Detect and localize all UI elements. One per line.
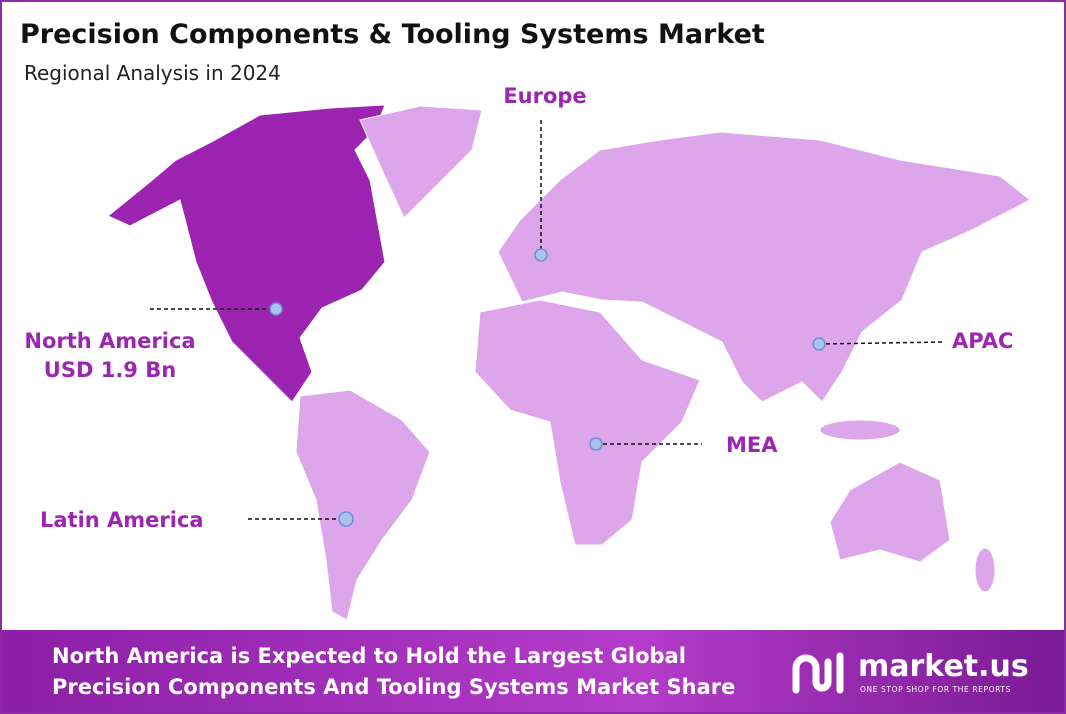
footer-text: Precision Components And Tooling Systems… [52,675,735,699]
footer-band [2,630,1064,712]
islands [819,419,901,441]
new-zealand [974,547,996,593]
marker [269,302,283,316]
marker [338,511,354,527]
leader-line [818,341,946,345]
region-value: USD 1.9 Bn [44,358,176,382]
greenland [359,105,483,219]
australia [829,461,951,563]
region-label: North America [24,329,195,353]
subtitle: Regional Analysis in 2024 [24,61,281,85]
markers [150,120,946,527]
region-label: MEA [726,433,778,457]
world-map [107,104,1031,621]
logo: market.us ONE STOP SHOP FOR THE REPORTS [792,649,1029,694]
region-label: Latin America [40,508,204,532]
region-label: Europe [503,84,586,108]
logo-tagline: ONE STOP SHOP FOR THE REPORTS [860,685,1011,694]
marker [812,337,826,351]
south-america [295,389,431,621]
region-label: APAC [952,329,1013,353]
marker [589,437,603,451]
africa [474,299,701,546]
footer-text: North America is Expected to Hold the La… [52,644,686,668]
marker [534,248,548,262]
eurasia [497,131,1031,403]
title: Precision Components & Tooling Systems M… [20,19,765,50]
logo-mark [792,652,844,694]
logo-name: market.us [858,649,1029,684]
